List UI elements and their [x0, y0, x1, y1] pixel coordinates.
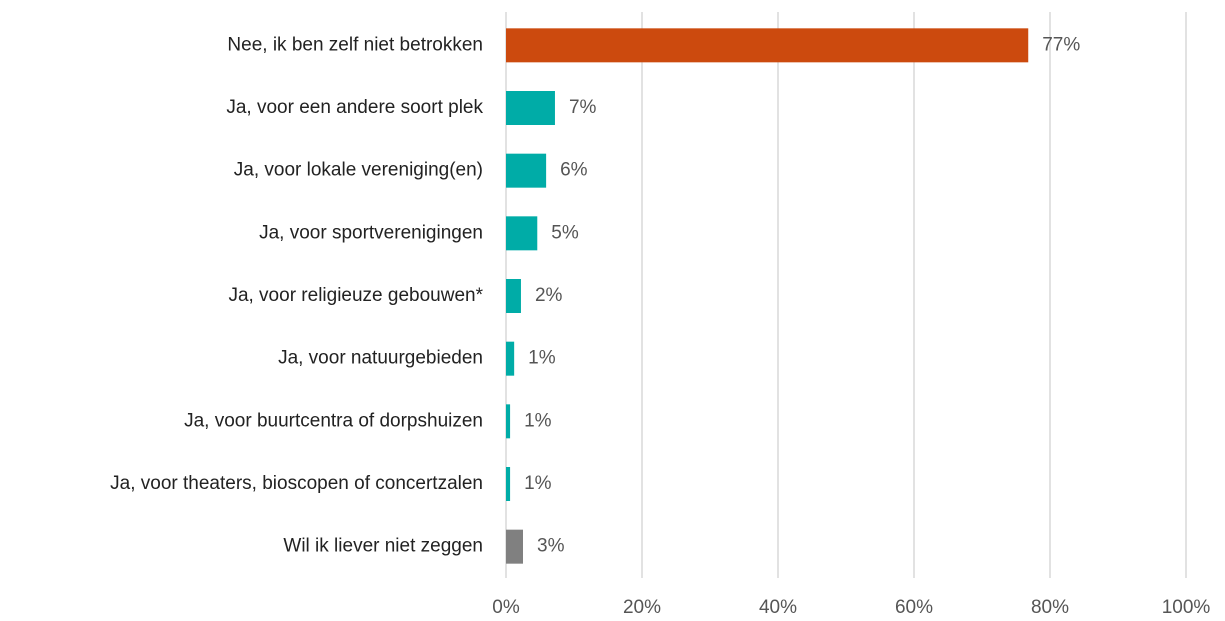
value-label: 1% — [528, 348, 556, 369]
value-label: 1% — [524, 473, 552, 494]
y-tick-label: Ja, voor religieuze gebouwen* — [228, 285, 483, 306]
bar — [506, 279, 521, 313]
value-label: 6% — [560, 160, 588, 181]
y-tick-label: Ja, voor buurtcentra of dorpshuizen — [184, 410, 483, 431]
bar — [506, 529, 523, 564]
value-label: 5% — [551, 222, 579, 243]
bar — [506, 404, 511, 439]
bar — [506, 91, 555, 125]
bar — [506, 467, 511, 501]
x-tick-label: 80% — [1031, 597, 1069, 618]
x-tick-label: 40% — [759, 597, 797, 618]
value-label: 1% — [524, 410, 552, 431]
value-label: 7% — [569, 97, 597, 118]
bar — [506, 341, 515, 376]
x-tick-label: 20% — [623, 597, 661, 618]
y-tick-label: Ja, voor lokale vereniging(en) — [234, 160, 483, 181]
y-tick-label: Ja, voor sportverenigingen — [259, 222, 483, 243]
bar — [506, 153, 547, 188]
y-tick-label: Wil ik liever niet zeggen — [283, 536, 483, 557]
value-label: 77% — [1042, 34, 1080, 55]
value-label: 3% — [537, 536, 565, 557]
y-tick-label: Ja, voor natuurgebieden — [278, 348, 483, 369]
y-tick-label: Nee, ik ben zelf niet betrokken — [227, 34, 483, 55]
bar — [506, 216, 538, 251]
y-tick-label: Ja, voor een andere soort plek — [226, 97, 483, 118]
bar — [506, 28, 1029, 63]
value-label: 2% — [535, 285, 563, 306]
y-tick-label: Ja, voor theaters, bioscopen of concertz… — [110, 473, 483, 494]
x-tick-label: 0% — [492, 597, 520, 618]
x-tick-label: 100% — [1162, 597, 1211, 618]
x-tick-label: 60% — [895, 597, 933, 618]
